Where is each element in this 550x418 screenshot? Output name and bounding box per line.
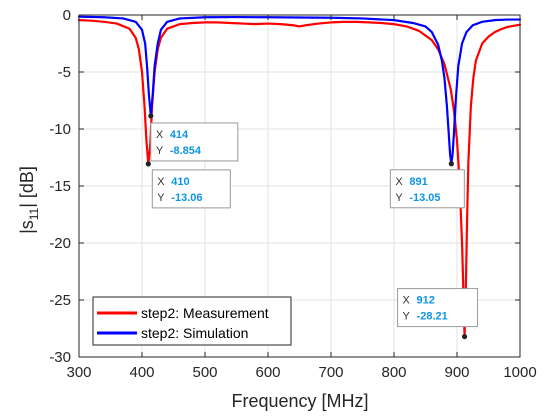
data-tip-y-value: -28.21 [417, 311, 448, 323]
series-line-simulation [77, 15, 522, 165]
y-tick-label: -25 [49, 292, 71, 309]
x-tick-label: 900 [444, 364, 469, 381]
legend-label-measurement: step2: Measurement [141, 305, 269, 321]
data-tip-marker [448, 161, 454, 167]
y-tick-label: -10 [49, 121, 71, 138]
data-tip-x-label: X [395, 176, 403, 188]
x-tick-label: 1000 [503, 364, 536, 381]
data-tip-y-value: -8.854 [170, 145, 202, 157]
data-tip-x-label: X [403, 295, 411, 307]
x-tick-label: 800 [381, 364, 406, 381]
data-tip-marker [461, 333, 468, 340]
x-tick-label: 500 [192, 364, 217, 381]
x-tick-label: 700 [318, 364, 343, 381]
x-axis-title: Frequency [MHz] [231, 391, 368, 411]
data-tip-y-label: Y [156, 145, 164, 157]
legend-label-simulation: step2: Simulation [141, 325, 248, 341]
tick-labels: 300 400 500 600 700 800 900 1000 0 -5 -10 -15 -20 -25… [49, 7, 536, 381]
data-tip-y-label: Y [395, 192, 403, 204]
data-tip-x-value: 891 [409, 176, 427, 188]
data-tip[interactable]: X 414 Y -8.854 [148, 113, 239, 162]
y-axis-title-subscript: 11 [27, 207, 41, 220]
data-tip-x-value: 414 [170, 129, 189, 141]
y-tick-label: -30 [49, 349, 71, 366]
y-tick-label: 0 [63, 7, 71, 24]
data-tip-y-label: Y [403, 311, 411, 323]
y-axis-title-tail: | [dB] [17, 166, 37, 208]
data-tip-box [397, 288, 479, 328]
legend: step2: Measurement step2: Simulation [92, 296, 292, 346]
data-tip-x-value: 912 [417, 295, 435, 307]
data-tip-box [389, 169, 465, 209]
data-tip-marker [145, 161, 151, 167]
data-tip-y-value: -13.06 [171, 192, 202, 204]
legend-box [92, 296, 292, 346]
y-tick-label: -5 [58, 64, 71, 81]
data-tip[interactable]: X 410 Y -13.06 [145, 161, 231, 209]
y-tick-label: -20 [49, 235, 71, 252]
x-tick-label: 400 [129, 364, 154, 381]
data-tip[interactable]: X 891 Y -13.05 [389, 161, 465, 209]
x-tick-label: 300 [66, 364, 91, 381]
data-tip-x-label: X [157, 176, 165, 188]
data-tip-box [150, 122, 239, 162]
data-tip-x-value: 410 [171, 176, 189, 188]
data-tip-box [151, 169, 231, 209]
axes [78, 14, 521, 358]
data-tip-marker [148, 113, 154, 119]
y-axis-title-main: |s [17, 220, 37, 234]
x-tick-label: 600 [255, 364, 280, 381]
y-axis-title: |s11| [dB] [17, 166, 41, 234]
data-tip[interactable]: X 912 Y -28.21 [397, 288, 479, 340]
data-tip-x-label: X [156, 129, 164, 141]
data-tip-y-label: Y [157, 192, 165, 204]
y-tick-label: -15 [49, 178, 71, 195]
data-tips: X 414 Y -8.854 X 410 Y -13.06 X 891 Y -13.05 X 912 Y -2… [145, 113, 479, 340]
data-tip-y-value: -13.05 [409, 192, 440, 204]
